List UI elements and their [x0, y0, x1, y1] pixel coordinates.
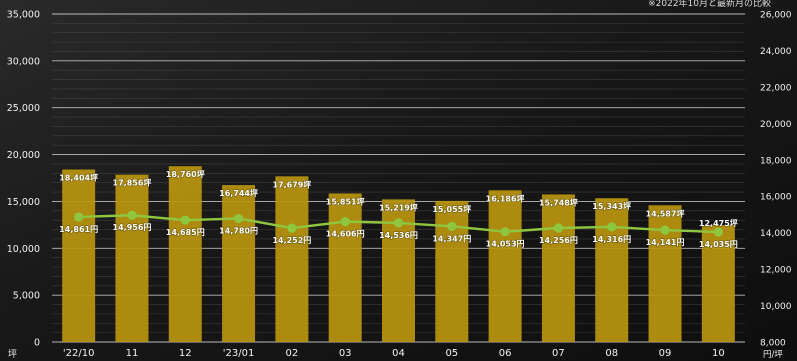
bar-value-label: 17,856坪: [113, 178, 152, 188]
right-axis-tick-label: 16,000: [760, 193, 792, 203]
bar-value-label: 15,851坪: [326, 196, 365, 206]
line-value-label: 14,685円: [166, 228, 205, 237]
bar-value-label: 16,186坪: [486, 193, 525, 203]
bar: [595, 198, 629, 342]
right-axis-tick-label: 26,000: [760, 11, 792, 21]
bar-value-label: 14,587坪: [646, 208, 685, 218]
line-value-label: 14,606円: [326, 230, 365, 239]
axes: 0 5,000 10,000 15,000 20,000 25,000 30,000 35,0…: [7, 10, 792, 361]
right-axis-tick-label: 8,000: [760, 339, 786, 349]
x-axis-tick-label: 08: [605, 348, 618, 359]
bar-value-label: 18,760坪: [166, 169, 205, 179]
line-point: [500, 227, 510, 237]
bar-value-label: 15,219坪: [379, 202, 418, 212]
bar-value-label: 15,343坪: [592, 201, 631, 211]
x-axis-tick-label: 04: [392, 348, 405, 359]
right-axis-unit: 円/坪: [763, 350, 783, 360]
line-value-label: 14,316円: [592, 235, 631, 244]
line-point: [607, 222, 617, 232]
x-axis-tick-label: 12: [179, 348, 192, 359]
line-value-label: 14,256円: [539, 236, 578, 245]
x-axis-tick-label: 05: [445, 348, 458, 359]
line-value-label: 14,347円: [432, 234, 471, 243]
left-axis-tick-label: 5,000: [13, 291, 40, 302]
bar: [115, 174, 149, 342]
right-axis-tick-label: 12,000: [760, 266, 792, 276]
right-axis-tick-label: 10,000: [760, 302, 792, 312]
bar: [701, 225, 735, 342]
bar: [541, 194, 575, 342]
left-axis-unit: 坪: [8, 349, 17, 360]
line-value-label: 14,536円: [379, 231, 418, 240]
bar: [328, 193, 362, 342]
line-value-label: 14,141円: [646, 238, 685, 247]
x-axis-tick-label: '23/01: [223, 348, 255, 359]
x-axis-tick-label: 02: [286, 348, 299, 359]
line-point: [713, 227, 723, 237]
line-value-label: 14,780円: [219, 226, 258, 235]
x-axis-tick-label: 06: [499, 348, 512, 359]
line-value-label: 14,035円: [699, 240, 738, 249]
right-axis-tick-label: 24,000: [760, 47, 792, 57]
bar-value-label: 15,748坪: [539, 197, 578, 207]
line-point: [553, 223, 564, 233]
line-value-label: 14,053円: [486, 240, 525, 249]
bar-series: [62, 166, 735, 342]
bar: [275, 176, 309, 342]
line-point: [180, 215, 190, 225]
left-axis-tick-label: 15,000: [7, 197, 40, 208]
left-axis-tick-label: 20,000: [7, 150, 40, 161]
left-axis-tick-label: 30,000: [7, 56, 40, 67]
left-axis-tick-label: 35,000: [7, 10, 40, 21]
bar: [222, 185, 256, 342]
left-axis-tick-label: 0: [34, 338, 40, 349]
x-axis-tick-label: 03: [339, 348, 352, 359]
line-point: [127, 210, 137, 220]
line-point: [660, 225, 670, 235]
line-point: [393, 218, 404, 228]
left-axis-tick-label: 25,000: [7, 103, 40, 114]
bar: [168, 166, 202, 342]
bar-value-label: 17,679坪: [272, 179, 311, 189]
bar: [488, 190, 522, 342]
bar-value-label: 15,055坪: [432, 204, 471, 214]
bar: [62, 169, 96, 342]
data-labels: 18,404坪 17,856坪 18,760坪 16,744坪 17,679坪 15,85…: [59, 169, 739, 250]
line-value-label: 14,252円: [272, 236, 311, 245]
x-axis-tick-label: 07: [552, 348, 565, 359]
bar-value-label: 16,744坪: [219, 188, 258, 198]
line-point: [340, 217, 350, 227]
right-axis-tick-label: 22,000: [760, 83, 792, 93]
right-axis-tick-label: 18,000: [760, 156, 792, 166]
line-point: [233, 213, 244, 224]
line-value-label: 14,861円: [59, 225, 98, 234]
comparison-note: ※2022年10月と最新月の比較: [648, 0, 771, 9]
left-axis-tick-label: 10,000: [7, 244, 40, 255]
line-point: [287, 223, 297, 233]
line-point: [447, 221, 457, 231]
right-axis-tick-label: 20,000: [760, 120, 792, 130]
bar-value-label: 18,404坪: [59, 173, 98, 183]
line-value-label: 14,956円: [113, 223, 152, 232]
right-axis-tick-label: 14,000: [760, 229, 792, 239]
x-axis-tick-label: '22/10: [63, 348, 95, 359]
line-series: [74, 210, 723, 237]
x-axis-tick-label: 11: [126, 348, 139, 359]
x-axis-tick-label: 10: [712, 348, 725, 359]
line-point: [74, 212, 84, 222]
x-axis-tick-label: 09: [659, 348, 672, 359]
bar-value-label: 12,475坪: [699, 218, 738, 228]
